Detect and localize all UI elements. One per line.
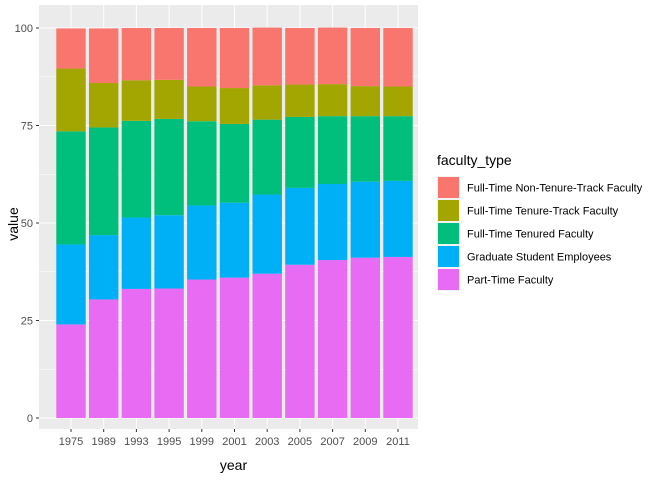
bar-segment (252, 85, 282, 120)
bar-segment (285, 116, 315, 188)
bar-segment (317, 84, 348, 117)
bar-segment (187, 86, 217, 122)
bar-segment (219, 202, 250, 278)
bar-segment (88, 299, 119, 418)
legend-title: faculty_type (437, 152, 512, 168)
y-tick-label: 50 (21, 218, 33, 230)
x-tick-label: 2005 (288, 436, 312, 448)
y-tick-label: 100 (15, 23, 33, 35)
bar-segment (350, 28, 381, 87)
bar-segment (88, 28, 119, 83)
bar-segment (187, 205, 217, 280)
y-tick-label: 0 (27, 413, 33, 425)
bar-segment (88, 82, 119, 128)
y-axis: 0 25 50 75 100 (15, 23, 39, 425)
bar-segment (350, 181, 381, 258)
legend-label: Graduate Student Employees (467, 252, 612, 264)
x-tick-label: 1975 (59, 436, 83, 448)
bar-segment (285, 28, 315, 85)
x-tick-label: 1995 (157, 436, 181, 448)
bar-segment (154, 28, 184, 80)
bar-segment (154, 215, 184, 289)
x-axis-title: year (220, 457, 248, 473)
bar-segment (285, 187, 315, 265)
bar-segment (350, 257, 381, 418)
x-tick-label: 2009 (353, 436, 377, 448)
bar-segment (219, 88, 250, 124)
bar-segment (56, 68, 86, 132)
legend-label: Full-Time Non-Tenure-Track Faculty (467, 183, 643, 195)
bars (56, 27, 413, 418)
bar-segment (121, 217, 152, 289)
legend: faculty_type Full-Time Non-Tenure-Track … (437, 152, 643, 291)
bar-segment (317, 27, 348, 85)
bar-segment (383, 28, 413, 87)
bar-segment (317, 260, 348, 418)
bar-segment (154, 79, 184, 119)
bar-segment (285, 84, 315, 117)
x-tick-label: 1993 (124, 436, 148, 448)
bar-segment (154, 288, 184, 418)
bar-segment (317, 184, 348, 261)
bar-segment (187, 121, 217, 206)
bar-segment (187, 28, 217, 87)
bar-segment (56, 131, 86, 245)
x-tick-label: 1989 (91, 436, 115, 448)
bar-segment (285, 264, 315, 418)
bar-segment (187, 279, 217, 418)
x-tick-label: 1999 (190, 436, 214, 448)
legend-label: Full-Time Tenure-Track Faculty (467, 206, 619, 218)
x-tick-label: 2007 (320, 436, 344, 448)
bar-segment (121, 288, 152, 418)
bar-segment (383, 86, 413, 117)
y-tick-label: 75 (21, 121, 33, 133)
bar-segment (383, 256, 413, 418)
legend-swatch (438, 269, 459, 290)
bar-segment (219, 277, 250, 418)
bar-segment (121, 80, 152, 121)
legend-swatch (438, 177, 459, 198)
bar-segment (383, 180, 413, 257)
x-tick-label: 2001 (222, 436, 246, 448)
y-tick-label: 25 (21, 316, 33, 328)
x-axis: 1975 1989 1993 1995 1999 2001 2003 2005 2007 2009… (59, 429, 410, 448)
bar-segment (121, 120, 152, 218)
bar-segment (56, 28, 86, 69)
y-axis-title: value (5, 207, 21, 241)
legend-label: Part-Time Faculty (467, 275, 554, 287)
bar-segment (252, 194, 282, 274)
legend-swatch (438, 200, 459, 221)
bar-segment (219, 28, 250, 89)
legend-swatch (438, 246, 459, 267)
bar-segment (317, 116, 348, 184)
bar-segment (350, 86, 381, 117)
bar-segment (154, 118, 184, 216)
bar-segment (56, 324, 86, 418)
legend-swatch (438, 223, 459, 244)
bar-segment (252, 27, 282, 86)
bar-segment (56, 244, 86, 325)
bar-segment (121, 28, 152, 81)
bar-segment (350, 116, 381, 182)
bar-segment (383, 116, 413, 181)
bar-segment (219, 123, 250, 203)
bar-segment (88, 127, 119, 236)
bar-segment (252, 273, 282, 418)
x-tick-label: 2011 (386, 436, 410, 448)
bar-segment (252, 119, 282, 195)
x-tick-label: 2003 (255, 436, 279, 448)
bar-segment (88, 235, 119, 300)
legend-label: Full-Time Tenured Faculty (467, 229, 594, 241)
